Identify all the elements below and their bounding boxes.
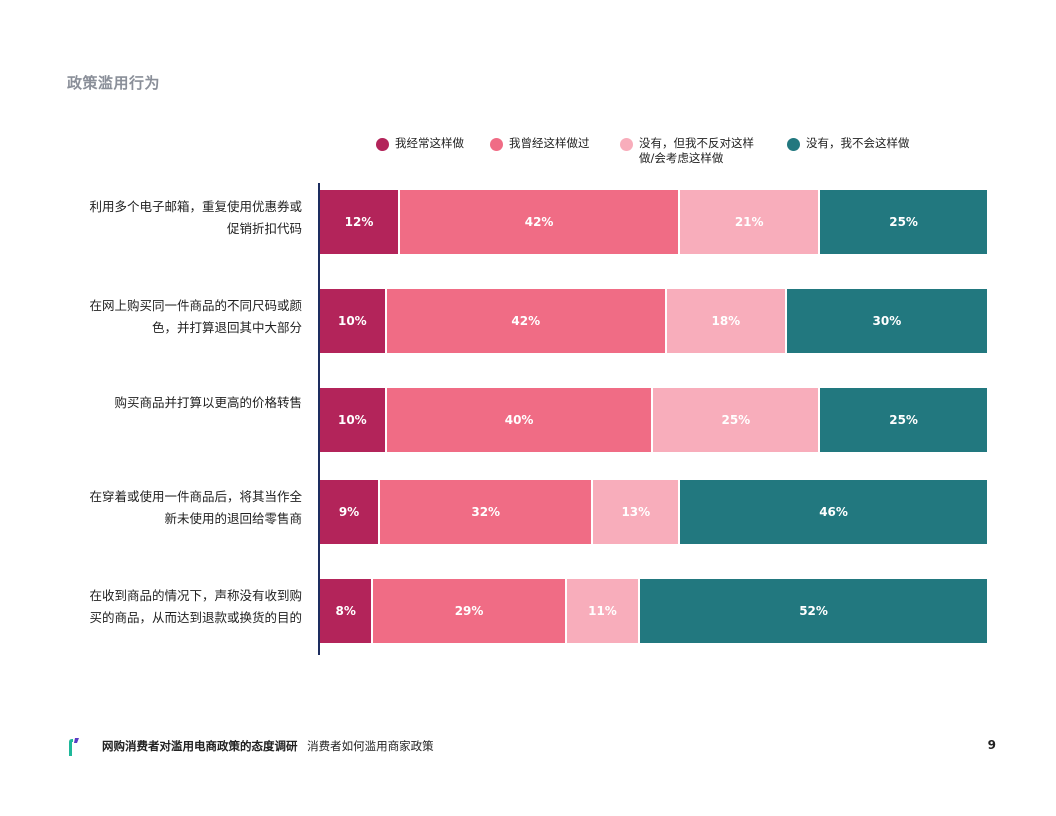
- footer: 网购消费者对滥用电商政策的态度调研 消费者如何滥用商家政策 9: [66, 737, 996, 757]
- bar-segment: 30%: [786, 289, 987, 353]
- bar-segment: 18%: [666, 289, 787, 353]
- legend-label: 我曾经这样做过: [509, 136, 590, 150]
- bar-segment: 40%: [386, 388, 654, 452]
- legend-swatch: [376, 138, 389, 151]
- footer-title: 网购消费者对滥用电商政策的态度调研: [102, 739, 298, 753]
- chart-legend: 我经常这样做 我曾经这样做过 没有，但我不反对这样 做/会考虑这样做 没有，我不会这样…: [0, 136, 1056, 170]
- legend-label: 我经常这样做: [395, 136, 464, 150]
- bar-segment: 8%: [320, 579, 374, 643]
- legend-item: 我经常这样做: [376, 136, 464, 151]
- bar-segment: 25%: [653, 388, 821, 452]
- data-label: 10%: [337, 314, 367, 328]
- bar-segment: 32%: [380, 480, 594, 544]
- legend-item: 没有，我不会这样做: [787, 136, 910, 151]
- data-label: 11%: [588, 604, 617, 618]
- data-label: 40%: [504, 413, 534, 427]
- stacked-bar: 12% 42% 21% 25%: [320, 190, 987, 254]
- bar-segment: 52%: [640, 579, 987, 643]
- legend-swatch: [620, 138, 633, 151]
- brand-logo-icon: [69, 738, 79, 756]
- page-number: 9: [987, 738, 996, 752]
- category-label: 利用多个电子邮箱，重复使用优惠券或 促销折扣代码: [89, 199, 302, 236]
- stacked-bar: 9% 32% 13% 46%: [320, 480, 987, 544]
- stacked-bar: 10% 42% 18% 30%: [320, 289, 987, 353]
- data-label: 21%: [734, 215, 764, 229]
- bar-segment: 9%: [320, 480, 381, 544]
- legend-item: 没有，但我不反对这样 做/会考虑这样做: [620, 136, 754, 166]
- legend-swatch: [787, 138, 800, 151]
- bar-segment: 29%: [373, 579, 567, 643]
- data-label: 42%: [511, 314, 541, 328]
- data-label: 32%: [471, 505, 501, 519]
- data-label: 9%: [338, 505, 360, 519]
- bar-segment: 10%: [320, 289, 387, 353]
- data-label: 52%: [799, 604, 828, 618]
- bar-segment: 21%: [680, 190, 821, 254]
- y-axis-line: [318, 183, 320, 655]
- bar-segment: 11%: [566, 579, 641, 643]
- legend-swatch: [490, 138, 503, 151]
- data-label: 30%: [872, 314, 902, 328]
- section-title: 政策滥用行为: [67, 74, 161, 92]
- data-label: 25%: [889, 413, 918, 427]
- bar-segment: 10%: [320, 388, 387, 452]
- data-label: 42%: [524, 215, 554, 229]
- stacked-bar: 10% 40% 25% 25%: [320, 388, 987, 452]
- data-label: 18%: [711, 314, 741, 328]
- data-label: 12%: [344, 215, 374, 229]
- footer-subtitle: 消费者如何滥用商家政策: [307, 739, 434, 753]
- bar-segment: 42%: [400, 190, 681, 254]
- data-label: 46%: [819, 505, 848, 519]
- bar-segment: 25%: [820, 388, 987, 452]
- stacked-bar: 8% 29% 11% 52%: [320, 579, 987, 643]
- data-label: 10%: [337, 413, 367, 427]
- data-label: 25%: [889, 215, 918, 229]
- data-label: 13%: [621, 505, 651, 519]
- bar-segment: 42%: [386, 289, 667, 353]
- bar-segment: 12%: [320, 190, 401, 254]
- legend-item: 我曾经这样做过: [490, 136, 590, 151]
- bar-segment: 46%: [680, 480, 987, 544]
- data-label: 29%: [454, 604, 484, 618]
- legend-label: 没有，但我不反对这样 做/会考虑这样做: [639, 136, 754, 165]
- data-label: 25%: [721, 413, 751, 427]
- footer-text: 网购消费者对滥用电商政策的态度调研 消费者如何滥用商家政策: [102, 738, 434, 754]
- bar-segment: 13%: [593, 480, 681, 544]
- data-label: 8%: [335, 604, 356, 618]
- legend-label: 没有，我不会这样做: [806, 136, 910, 150]
- category-label: 购买商品并打算以更高的价格转售: [114, 395, 302, 410]
- category-label: 在穿着或使用一件商品后，将其当作全 新未使用的退回给零售商: [89, 489, 302, 526]
- bar-segment: 25%: [820, 190, 987, 254]
- category-label: 在网上购买同一件商品的不同尺码或颜 色，并打算退回其中大部分: [89, 298, 302, 335]
- category-label: 在收到商品的情况下，声称没有收到购 买的商品，从而达到退款或换货的目的: [89, 588, 302, 625]
